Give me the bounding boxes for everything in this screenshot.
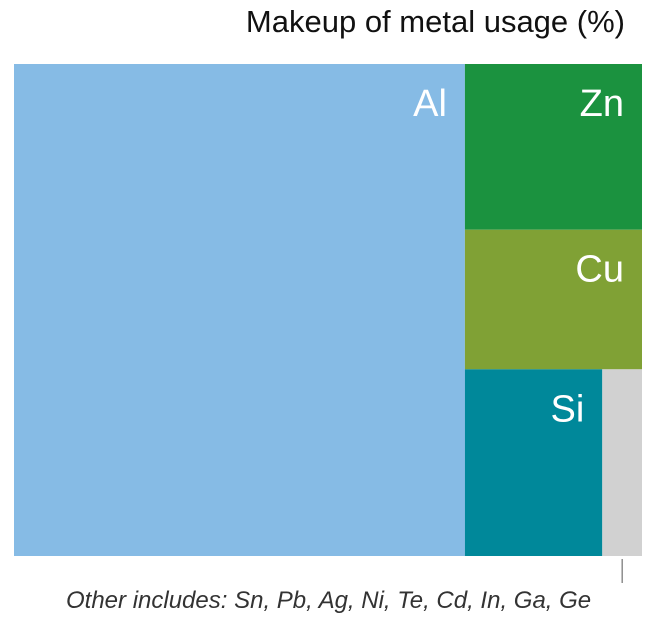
chart-title: Makeup of metal usage (%) [245, 4, 625, 39]
tile-other [602, 369, 642, 556]
tile-al [14, 64, 465, 556]
other-note: Other includes: Sn, Pb, Ag, Ni, Te, Cd, … [66, 587, 592, 614]
tile-label-cu: Cu [575, 249, 624, 291]
tile-label-zn: Zn [580, 83, 624, 125]
tile-cu [464, 229, 642, 370]
tile-si [464, 369, 603, 556]
tile-zn [464, 64, 642, 230]
tile-label-al: Al [413, 83, 447, 125]
tile-label-si: Si [550, 388, 584, 430]
